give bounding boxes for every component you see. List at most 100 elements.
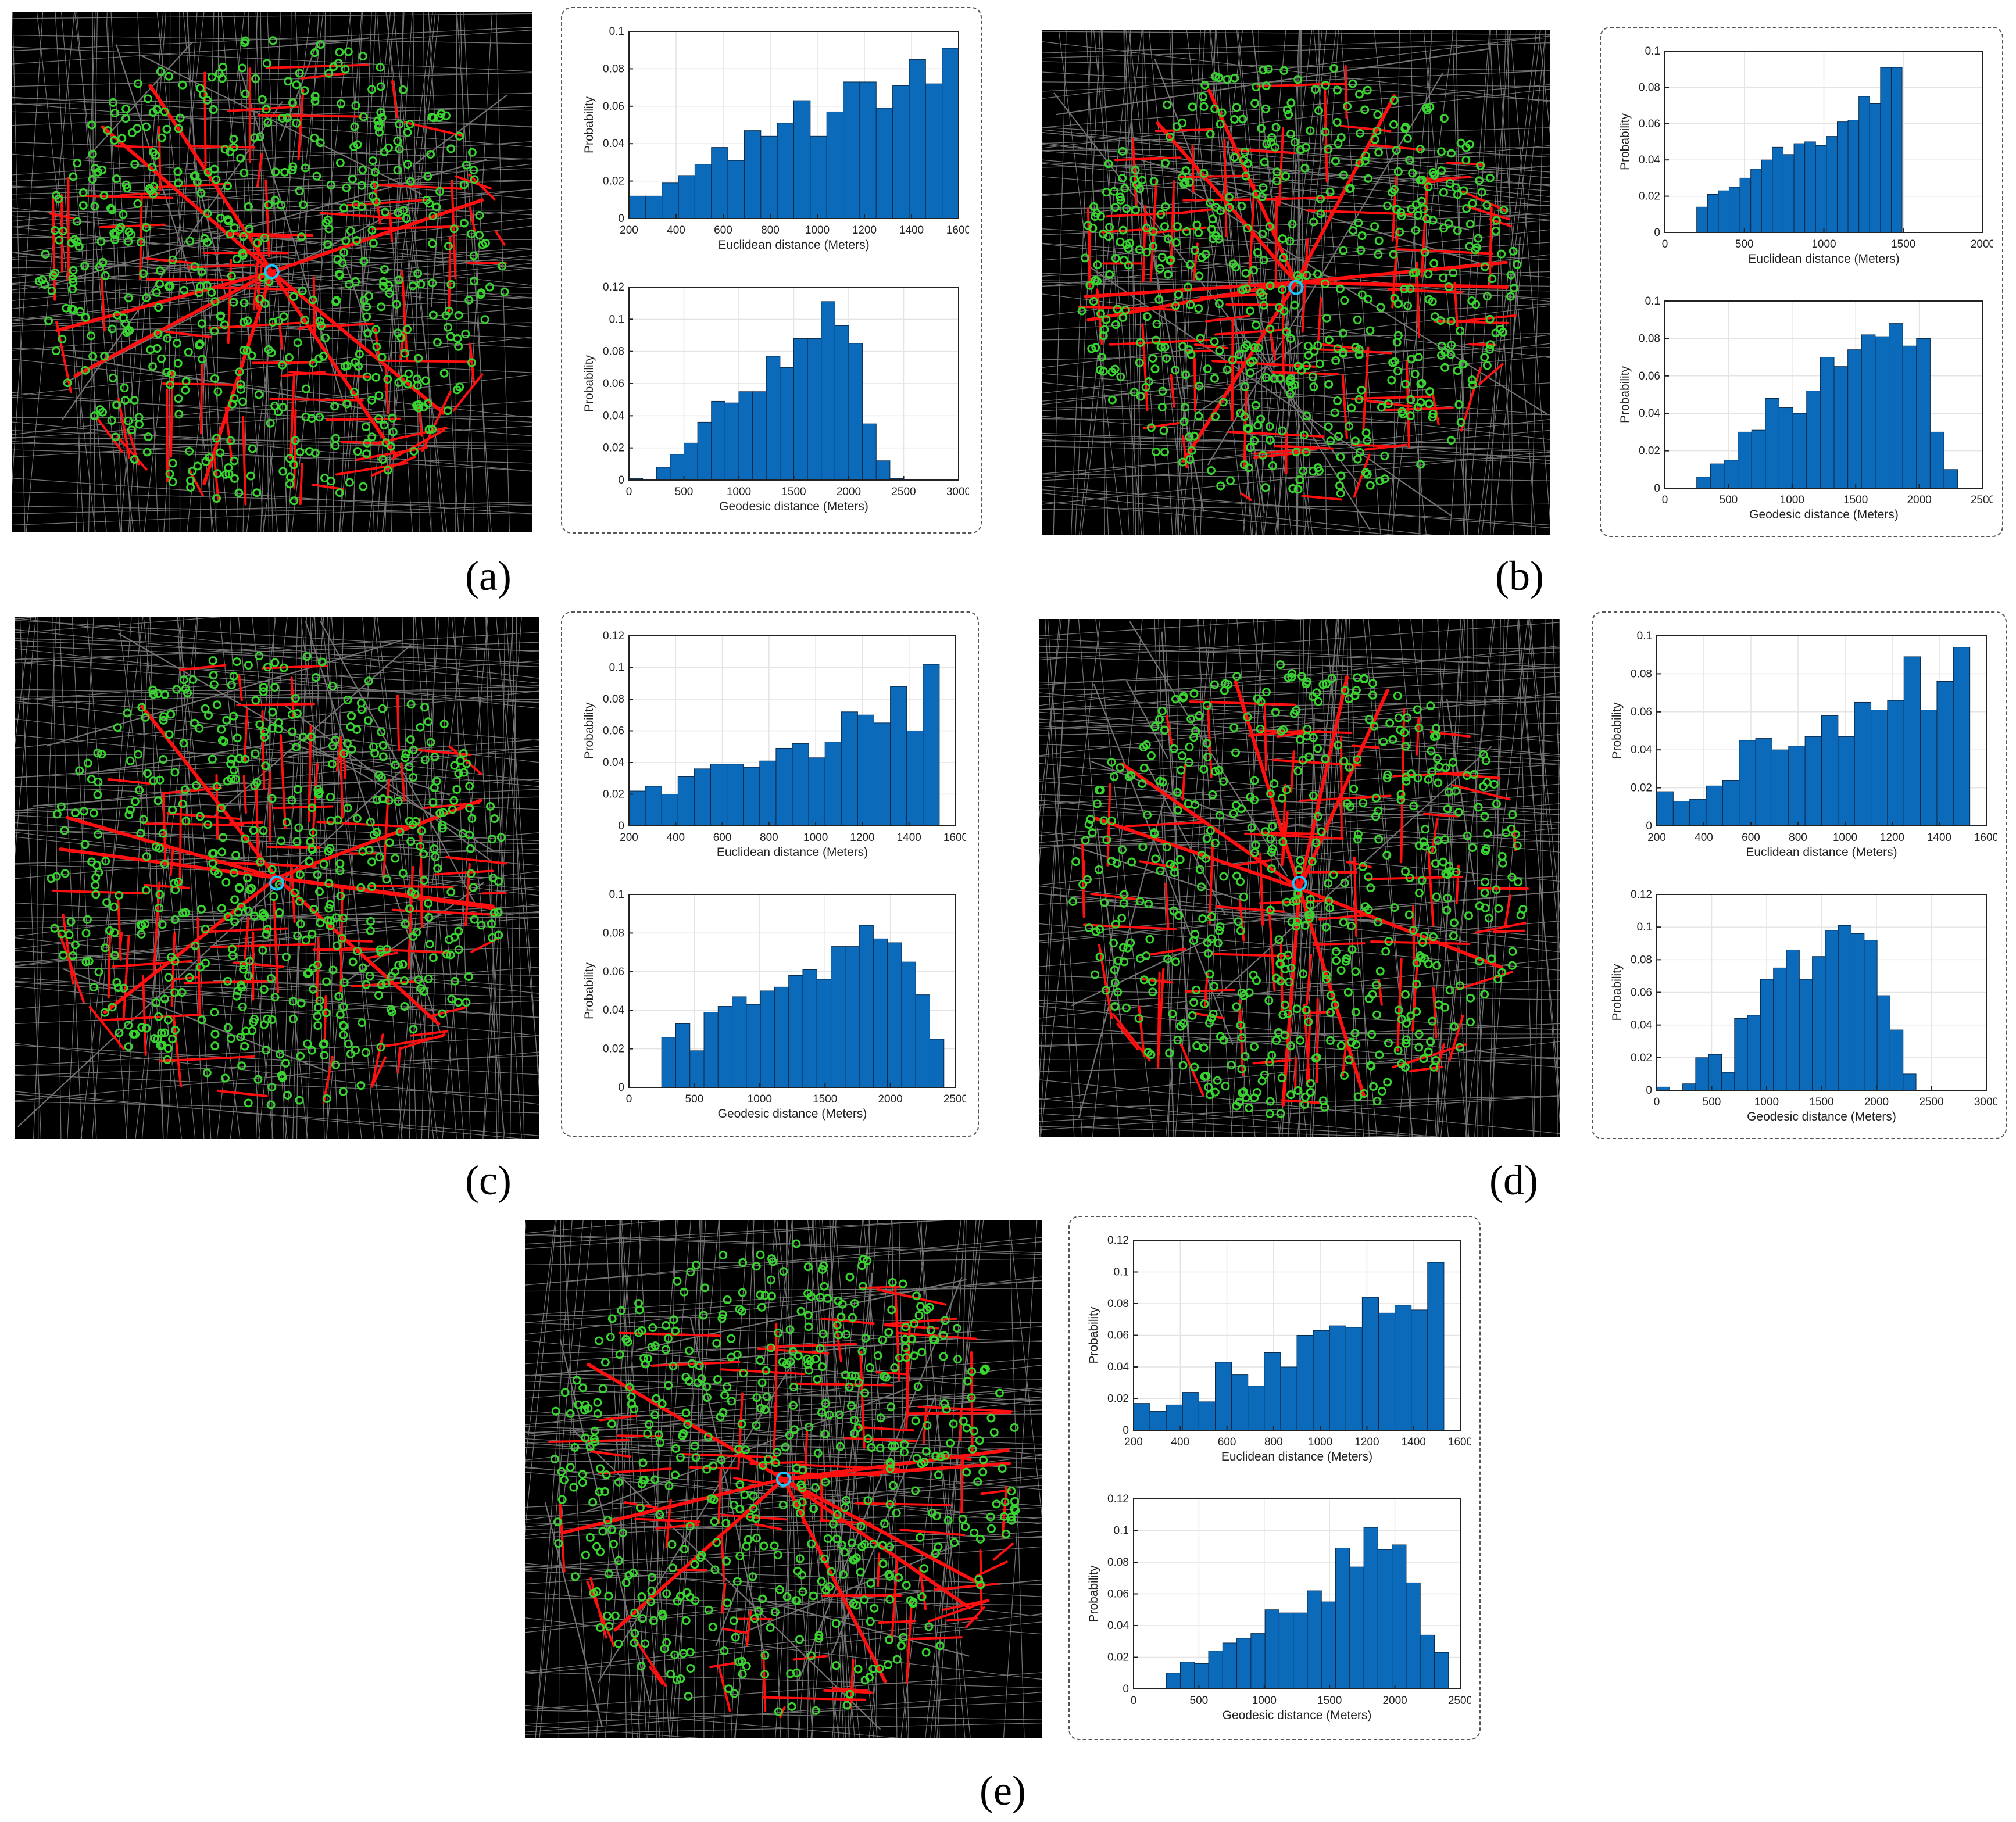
map-d-svg: [1039, 619, 1560, 1137]
network-nodes: [34, 36, 509, 506]
x-tick-label: 0: [1662, 238, 1668, 250]
histogram-a-geodesic: 0 500 1000 1500 2000 2500 3000 0 0.02 0.04 0.06 0.0…: [582, 281, 969, 513]
y-tick-label: 0.08: [603, 63, 624, 75]
histogram-bar: [1728, 187, 1740, 233]
x-tick-label: 1200: [1354, 1436, 1379, 1448]
x-tick-label: 1200: [852, 224, 877, 237]
histogram-bar: [942, 48, 959, 219]
x-axis-label: Geodesic distance (Meters): [1223, 1709, 1372, 1722]
caption-b: (b): [1495, 553, 1544, 599]
histogram-bar: [826, 111, 844, 219]
hist-box-e: 200 400 600 800 1000 1200 1400 1600 0 0.02 0.04 0.0…: [1068, 1216, 1481, 1740]
x-tick-label: 3000: [1974, 1096, 1997, 1108]
center-point-marker: [1288, 280, 1304, 295]
histogram-bar: [925, 83, 943, 219]
x-tick-label: 1000: [1833, 832, 1857, 844]
center-point-marker: [269, 875, 284, 891]
x-tick-label: 1000: [1308, 1436, 1332, 1448]
histogram-bar: [1133, 1403, 1150, 1431]
histogram-bar: [1434, 1652, 1449, 1689]
histogram-bar: [724, 402, 739, 481]
x-tick-label: 1600: [943, 832, 966, 844]
y-tick-label: 0.02: [1107, 1393, 1129, 1405]
histogram-bar: [1149, 1411, 1167, 1431]
y-tick-label: 0: [1654, 227, 1660, 239]
histogram-bar: [675, 1023, 691, 1088]
histogram-bar: [915, 994, 930, 1088]
histogram-bar: [1363, 1527, 1378, 1689]
histogram-bar: [906, 731, 924, 826]
caption-e: (e): [980, 1767, 1026, 1814]
y-tick-label: 0.06: [1107, 1588, 1129, 1601]
histogram-bar: [1760, 979, 1774, 1091]
x-tick-label: 1600: [946, 224, 969, 237]
histogram-bar: [1738, 431, 1752, 489]
x-axis-label: Geodesic distance (Meters): [1749, 508, 1899, 521]
histogram-bar: [775, 747, 793, 826]
histogram-bar: [1786, 949, 1800, 1091]
y-tick-label: 0.06: [1639, 370, 1660, 382]
histogram-bar: [1406, 1582, 1421, 1689]
x-tick-label: 400: [1171, 1436, 1189, 1448]
histogram-bar: [892, 85, 910, 219]
histogram-bar: [1889, 1029, 1904, 1091]
histogram-bar: [1793, 143, 1806, 233]
histogram-bar: [1278, 1612, 1294, 1689]
center-point-marker: [1292, 875, 1307, 891]
histogram-bar: [1427, 1262, 1445, 1431]
x-tick-label: 2000: [1382, 1695, 1407, 1707]
histogram-bar: [656, 467, 671, 481]
y-tick-label: 0.08: [603, 346, 624, 358]
y-tick-label: 0.02: [1107, 1652, 1129, 1664]
axes-frame: [628, 894, 956, 1088]
network-nodes: [550, 1239, 1020, 1716]
histogram-bar: [1236, 1638, 1252, 1689]
y-tick-label: 0.04: [1631, 744, 1652, 756]
x-tick-label: 0: [1131, 1695, 1137, 1707]
y-tick-label: 0.08: [1631, 954, 1652, 966]
histogram-bar: [1851, 933, 1865, 1091]
histogram-bar: [1215, 1362, 1232, 1431]
histogram-bar: [661, 794, 678, 826]
x-tick-label: 200: [1124, 1436, 1143, 1448]
y-tick-label: 0.04: [1107, 1361, 1129, 1373]
histogram-bar: [1696, 206, 1708, 233]
y-tick-label: 0: [618, 1082, 624, 1094]
histogram-bar: [887, 942, 902, 1088]
histogram-bar: [1250, 1633, 1266, 1689]
histogram-bar: [689, 1050, 705, 1088]
histogram-bar: [1721, 1072, 1735, 1091]
histogram-bar: [1821, 715, 1839, 826]
y-axis-label: Probability: [1610, 964, 1624, 1021]
highlighted-roads: [1081, 675, 1529, 1107]
x-axis-label: Euclidean distance (Meters): [1221, 1450, 1372, 1463]
map-b: [1042, 30, 1550, 535]
histogram-bar: [1943, 469, 1958, 489]
histogram-bar: [1854, 701, 1872, 826]
y-tick-label: 0.08: [1639, 81, 1660, 94]
y-tick-label: 0.1: [1114, 1266, 1129, 1279]
histogram-bar: [759, 760, 777, 826]
histogram-bar: [1264, 1352, 1281, 1431]
x-axis-label: Euclidean distance (Meters): [1748, 252, 1899, 266]
histogram-bar: [1815, 145, 1827, 233]
y-tick-label: 0.08: [603, 927, 624, 939]
histogram-bar: [824, 742, 842, 826]
histogram-bar: [752, 391, 767, 481]
histogram-bar: [845, 946, 860, 1088]
histogram-bar: [1349, 1566, 1364, 1689]
y-tick-label: 0.12: [1631, 889, 1652, 901]
histogram-bar: [1871, 710, 1888, 826]
x-tick-label: 2000: [1971, 238, 1993, 250]
histogram-bar: [1682, 1083, 1696, 1091]
histogram-bar: [760, 135, 778, 219]
histogram-bar: [1902, 345, 1917, 489]
x-tick-label: 1400: [897, 832, 921, 844]
histogram-bar: [1718, 190, 1729, 233]
histogram-bar: [738, 391, 753, 481]
x-tick-label: 1500: [1809, 1096, 1833, 1108]
histogram-bar: [875, 460, 891, 481]
x-tick-label: 800: [760, 832, 778, 844]
x-tick-label: 1200: [850, 832, 874, 844]
histogram-bar: [744, 130, 762, 219]
